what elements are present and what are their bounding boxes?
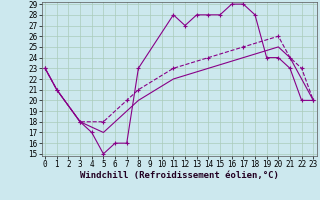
X-axis label: Windchill (Refroidissement éolien,°C): Windchill (Refroidissement éolien,°C) <box>80 171 279 180</box>
